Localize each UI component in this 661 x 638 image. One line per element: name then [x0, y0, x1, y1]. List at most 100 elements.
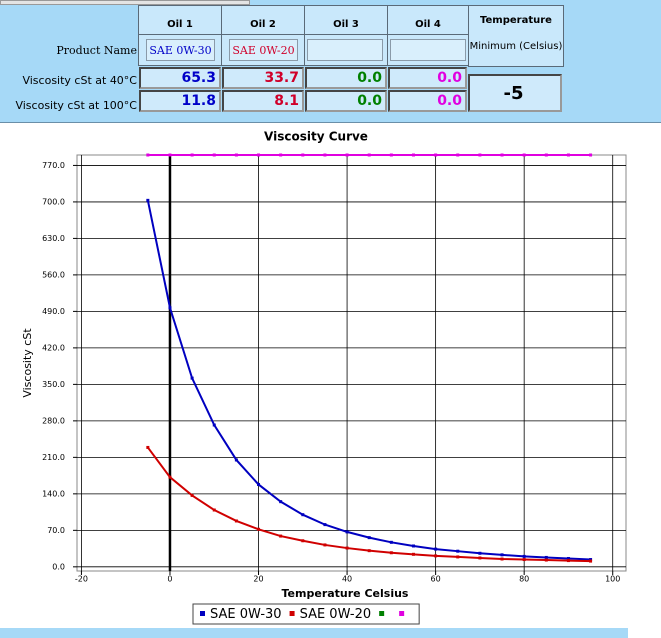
legend-marker	[379, 611, 385, 616]
x-tick-label: 60	[431, 575, 441, 584]
temperature-subtitle: Minimum (Celsius)	[469, 41, 563, 52]
y-tick-label: 210.0	[42, 453, 65, 462]
point-marker	[456, 153, 460, 157]
point-marker	[478, 153, 482, 157]
point-marker	[190, 153, 194, 157]
point-marker	[146, 445, 150, 449]
y-tick-label: 350.0	[42, 380, 65, 389]
point-marker	[522, 554, 526, 558]
point-marker	[345, 530, 349, 534]
x-tick-label: 20	[253, 575, 263, 584]
point-marker	[212, 423, 216, 427]
x-tick-label: 80	[519, 575, 529, 584]
point-marker	[257, 153, 261, 157]
point-marker	[500, 153, 504, 157]
point-marker	[411, 153, 415, 157]
value-cell: 0.0	[305, 67, 387, 89]
point-marker	[478, 551, 482, 555]
y-axis-label: Viscosity cSt	[21, 328, 34, 398]
column-header: Oil 2	[221, 5, 305, 35]
legend-marker	[289, 611, 295, 616]
point-marker	[234, 153, 238, 157]
bottom-strip	[0, 628, 628, 638]
point-marker	[389, 153, 393, 157]
row-label: Viscosity cSt at 100°C	[0, 95, 138, 115]
point-marker	[478, 556, 482, 560]
column-header: Oil 3	[304, 5, 388, 35]
column-header: Oil 1	[138, 5, 222, 35]
point-marker	[544, 555, 548, 559]
point-marker	[566, 153, 570, 157]
temperature-header: Temperature Minimum (Celsius)	[468, 5, 564, 67]
legend-marker	[200, 611, 205, 616]
x-axis-label: Temperature Celsius	[282, 587, 409, 600]
temperature-title: Temperature	[480, 15, 552, 26]
product-input[interactable]: SAE 0W-30	[146, 39, 215, 61]
point-marker	[323, 523, 327, 527]
point-marker	[234, 519, 238, 523]
point-marker	[367, 153, 371, 157]
temperature-input[interactable]: -5	[468, 74, 562, 112]
point-marker	[589, 153, 593, 157]
point-marker	[212, 153, 216, 157]
point-marker	[301, 513, 305, 517]
value-cell: 11.8	[139, 90, 221, 112]
point-marker	[500, 553, 504, 557]
point-marker	[345, 546, 349, 550]
point-marker	[589, 559, 593, 563]
product-input[interactable]	[390, 39, 466, 61]
point-marker	[522, 153, 526, 157]
y-tick-label: 280.0	[42, 416, 65, 425]
chart-title: Viscosity Curve	[264, 130, 368, 144]
point-marker	[301, 539, 305, 543]
y-tick-label: 140.0	[42, 489, 65, 498]
point-marker	[301, 153, 305, 157]
point-marker	[146, 198, 150, 202]
point-marker	[389, 540, 393, 544]
legend-box	[192, 603, 420, 625]
point-marker	[168, 153, 172, 157]
value-cell: 0.0	[388, 67, 467, 89]
point-marker	[522, 558, 526, 562]
legend-label: SAE 0W-20	[300, 607, 372, 622]
legend-label: SAE 0W-30	[210, 607, 282, 622]
y-tick-label: 700.0	[42, 197, 65, 206]
point-marker	[212, 508, 216, 512]
value-cell: 65.3	[139, 67, 221, 89]
point-marker	[367, 536, 371, 540]
point-marker	[566, 556, 570, 560]
x-tick-label: 40	[342, 575, 352, 584]
product-input[interactable]: SAE 0W-20	[229, 39, 298, 61]
x-tick-label: 0	[167, 575, 172, 584]
point-marker	[168, 306, 172, 310]
input-panel: Oil 1 Oil 2 Oil 3 Oil 4 Temperature Mini…	[0, 0, 661, 123]
point-marker	[589, 558, 593, 562]
y-tick-label: 490.0	[42, 307, 65, 316]
point-marker	[146, 153, 150, 157]
value-cell: 0.0	[305, 90, 387, 112]
point-marker	[411, 544, 415, 548]
product-input[interactable]	[307, 39, 383, 61]
point-marker	[345, 153, 349, 157]
point-marker	[434, 547, 438, 551]
point-marker	[456, 555, 460, 559]
x-tick-label: 100	[605, 575, 620, 584]
y-tick-label: 420.0	[42, 343, 65, 352]
x-tick-label: -20	[75, 575, 88, 584]
point-marker	[367, 549, 371, 553]
point-marker	[566, 559, 570, 563]
value-cell: 33.7	[222, 67, 304, 89]
tab	[0, 0, 250, 5]
y-tick-label: 0.0	[52, 562, 65, 571]
value-cell: 8.1	[222, 90, 304, 112]
point-marker	[323, 153, 327, 157]
point-marker	[456, 549, 460, 553]
point-marker	[190, 376, 194, 380]
y-tick-label: 630.0	[42, 234, 65, 243]
point-marker	[279, 153, 283, 157]
point-marker	[190, 493, 194, 497]
point-marker	[434, 153, 438, 157]
point-marker	[434, 554, 438, 558]
y-tick-label: 770.0	[42, 161, 65, 170]
